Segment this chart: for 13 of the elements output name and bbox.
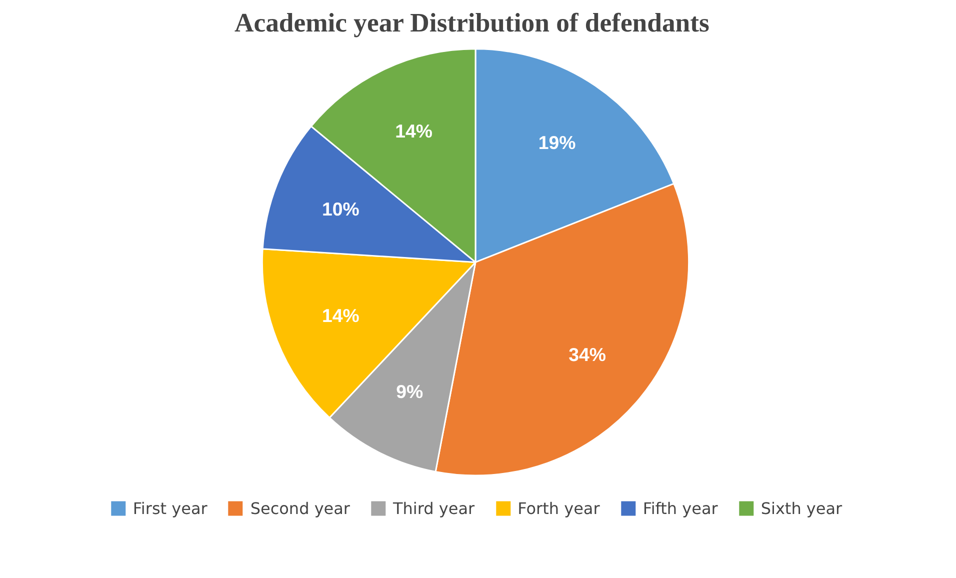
data-label: 14% [322, 305, 360, 326]
legend-label: Second year [250, 498, 350, 518]
data-label: 34% [568, 344, 606, 366]
legend-label: First year [132, 498, 208, 518]
legend-label: Third year [393, 498, 475, 518]
data-label: 9% [396, 380, 424, 402]
legend-label: Fifth year [642, 498, 718, 518]
data-label: 10% [322, 198, 360, 220]
legend-label: Forth year [518, 498, 600, 518]
data-label: 19% [538, 132, 576, 153]
data-label: 14% [395, 120, 433, 142]
legend-label: Sixth year [760, 498, 842, 518]
chart-title: Academic year Distribution of defendants [234, 8, 710, 38]
